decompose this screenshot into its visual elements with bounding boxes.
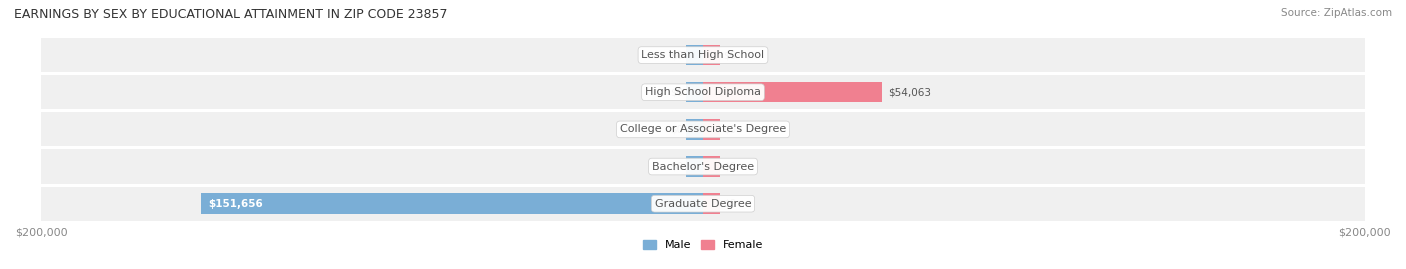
Bar — [703, 156, 720, 177]
Text: $0: $0 — [723, 124, 735, 134]
Bar — [686, 156, 703, 177]
Bar — [41, 112, 1365, 147]
Text: $0: $0 — [671, 87, 683, 97]
Bar — [703, 45, 720, 65]
Bar — [703, 193, 720, 214]
Bar — [703, 119, 720, 140]
Bar — [703, 82, 882, 102]
Text: $0: $0 — [723, 199, 735, 209]
Text: EARNINGS BY SEX BY EDUCATIONAL ATTAINMENT IN ZIP CODE 23857: EARNINGS BY SEX BY EDUCATIONAL ATTAINMEN… — [14, 8, 447, 21]
Text: $0: $0 — [723, 50, 735, 60]
Text: College or Associate's Degree: College or Associate's Degree — [620, 124, 786, 134]
Text: $0: $0 — [723, 162, 735, 172]
Bar — [41, 75, 1365, 109]
Text: Bachelor's Degree: Bachelor's Degree — [652, 162, 754, 172]
Text: $151,656: $151,656 — [208, 199, 263, 209]
Bar — [41, 150, 1365, 184]
Bar — [686, 119, 703, 140]
Bar — [686, 82, 703, 102]
Bar — [686, 45, 703, 65]
Text: $0: $0 — [671, 50, 683, 60]
Text: $54,063: $54,063 — [889, 87, 932, 97]
Text: Less than High School: Less than High School — [641, 50, 765, 60]
Legend: Male, Female: Male, Female — [643, 240, 763, 250]
Text: Source: ZipAtlas.com: Source: ZipAtlas.com — [1281, 8, 1392, 18]
Bar — [41, 187, 1365, 221]
Text: Graduate Degree: Graduate Degree — [655, 199, 751, 209]
Text: $0: $0 — [671, 124, 683, 134]
Bar — [41, 38, 1365, 72]
Bar — [201, 193, 703, 214]
Text: High School Diploma: High School Diploma — [645, 87, 761, 97]
Text: $0: $0 — [671, 162, 683, 172]
